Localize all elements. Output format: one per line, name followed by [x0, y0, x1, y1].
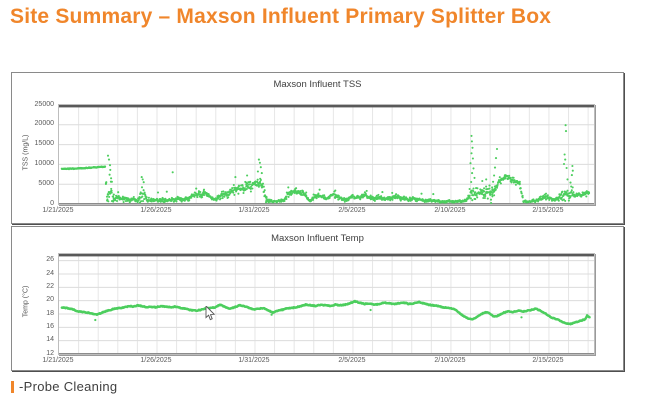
x-tick-label: 1/26/2025: [140, 207, 172, 214]
tss-chart-panel: Maxson Influent TSS TSS (mg/L) 0 5000 1000…: [11, 72, 624, 224]
x-tick-label: 2/15/2025: [532, 357, 564, 364]
page-title: Site Summary – Maxson Influent Primary S…: [10, 5, 552, 28]
y-tick-label: 18: [46, 309, 54, 317]
y-tick-label: 12: [46, 349, 54, 357]
x-tick-label: 1/21/2025: [42, 357, 74, 364]
y-tick-label: 22: [46, 282, 54, 290]
y-tick-label: 15000: [34, 140, 54, 148]
probe-cleaning-label: -Probe Cleaning: [19, 379, 118, 394]
tss-chart-title: Maxson Influent TSS: [273, 79, 362, 90]
x-tick-label: 2/10/2025: [434, 207, 466, 214]
probe-cleaning-marker-icon: [11, 380, 14, 393]
tss-plot-area: [58, 104, 595, 205]
y-tick-label: 5000: [38, 179, 54, 187]
x-tick-label: 1/31/2025: [238, 357, 270, 364]
y-tick-label: 10000: [34, 159, 54, 167]
x-tick-label: 2/5/2025: [338, 357, 366, 364]
x-tick-label: 1/21/2025: [42, 207, 74, 214]
temp-plot-area: [58, 253, 595, 355]
x-tick-label: 2/15/2025: [532, 207, 564, 214]
x-tick-label: 1/26/2025: [140, 357, 172, 364]
x-tick-label: 2/5/2025: [338, 207, 366, 214]
x-tick-label: 2/10/2025: [434, 357, 466, 364]
y-tick-label: 26: [46, 256, 54, 264]
y-tick-label: 24: [46, 269, 54, 277]
temp-chart-panel: Maxson Influent Temp Temp (°C) 12 14 16 18 2…: [11, 226, 624, 371]
y-tick-label: 25000: [34, 100, 54, 108]
y-tick-label: 20000: [34, 120, 54, 128]
probe-cleaning-legend: -Probe Cleaning: [11, 379, 117, 394]
mouse-cursor-icon: [205, 306, 216, 321]
temp-chart-title: Maxson Influent Temp: [271, 233, 364, 244]
y-tick-label: 20: [46, 296, 54, 304]
x-tick-label: 1/31/2025: [238, 207, 270, 214]
y-tick-label: 16: [46, 322, 54, 330]
y-tick-label: 0: [50, 199, 54, 207]
y-tick-label: 14: [46, 336, 54, 344]
